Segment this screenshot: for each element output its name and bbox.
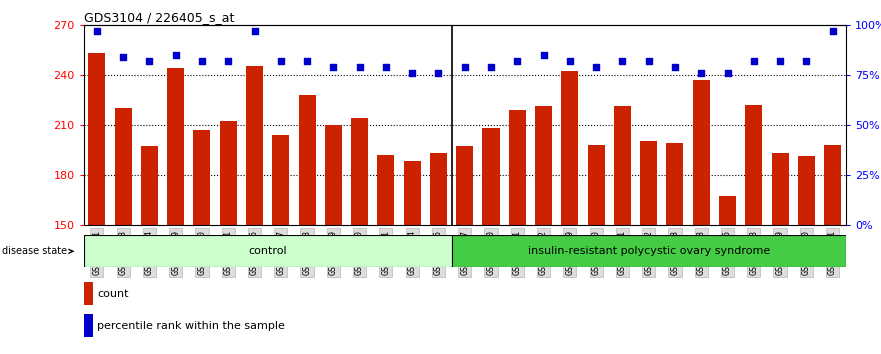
Text: insulin-resistant polycystic ovary syndrome: insulin-resistant polycystic ovary syndr… (528, 246, 770, 256)
Point (300, 58, 315, 64)
Bar (272, 135, 289, 225)
Point (721, 70, 735, 76)
Point (799, 58, 813, 64)
Point (457, 64, 471, 70)
Bar (456, 147, 473, 225)
Point (615, 58, 629, 64)
Point (221, 58, 235, 64)
Bar (719, 196, 736, 225)
Bar (824, 145, 841, 225)
Bar (692, 80, 710, 225)
Bar (141, 147, 158, 225)
Bar (614, 107, 631, 225)
Point (773, 58, 787, 64)
Point (694, 70, 708, 76)
Text: control: control (248, 246, 287, 256)
Point (143, 58, 157, 64)
Text: count: count (97, 289, 129, 299)
Point (825, 28, 840, 34)
Point (563, 58, 577, 64)
Bar (452, 235, 846, 267)
Bar (561, 72, 579, 225)
Point (589, 64, 603, 70)
Point (510, 58, 524, 64)
Bar (88, 53, 106, 225)
Bar (84, 235, 452, 267)
Point (641, 58, 655, 64)
Bar (246, 67, 263, 225)
Text: percentile rank within the sample: percentile rank within the sample (97, 321, 285, 331)
Point (432, 70, 446, 76)
Bar (508, 110, 526, 225)
Bar (666, 143, 684, 225)
Bar (798, 156, 815, 225)
Bar (325, 125, 342, 225)
Bar (299, 95, 315, 225)
Bar (588, 145, 604, 225)
Point (379, 64, 393, 70)
Bar (351, 118, 368, 225)
Point (747, 58, 761, 64)
Bar (535, 107, 552, 225)
Bar (84, 282, 93, 305)
Bar (483, 128, 500, 225)
Point (405, 70, 419, 76)
Point (168, 52, 182, 58)
Point (274, 58, 288, 64)
Text: GDS3104 / 226405_s_at: GDS3104 / 226405_s_at (84, 11, 234, 24)
Bar (745, 105, 762, 225)
Bar (377, 155, 395, 225)
Point (326, 64, 340, 70)
Point (537, 52, 551, 58)
Point (116, 54, 130, 59)
Text: disease state: disease state (2, 246, 73, 256)
Bar (115, 108, 131, 225)
Bar (84, 314, 93, 337)
Bar (167, 68, 184, 225)
Bar (219, 121, 237, 225)
Bar (403, 161, 421, 225)
Point (248, 28, 262, 34)
Bar (640, 142, 657, 225)
Bar (772, 153, 788, 225)
Bar (430, 153, 447, 225)
Point (90, 28, 104, 34)
Point (195, 58, 209, 64)
Point (352, 64, 366, 70)
Bar (194, 130, 211, 225)
Point (668, 64, 682, 70)
Point (484, 64, 498, 70)
